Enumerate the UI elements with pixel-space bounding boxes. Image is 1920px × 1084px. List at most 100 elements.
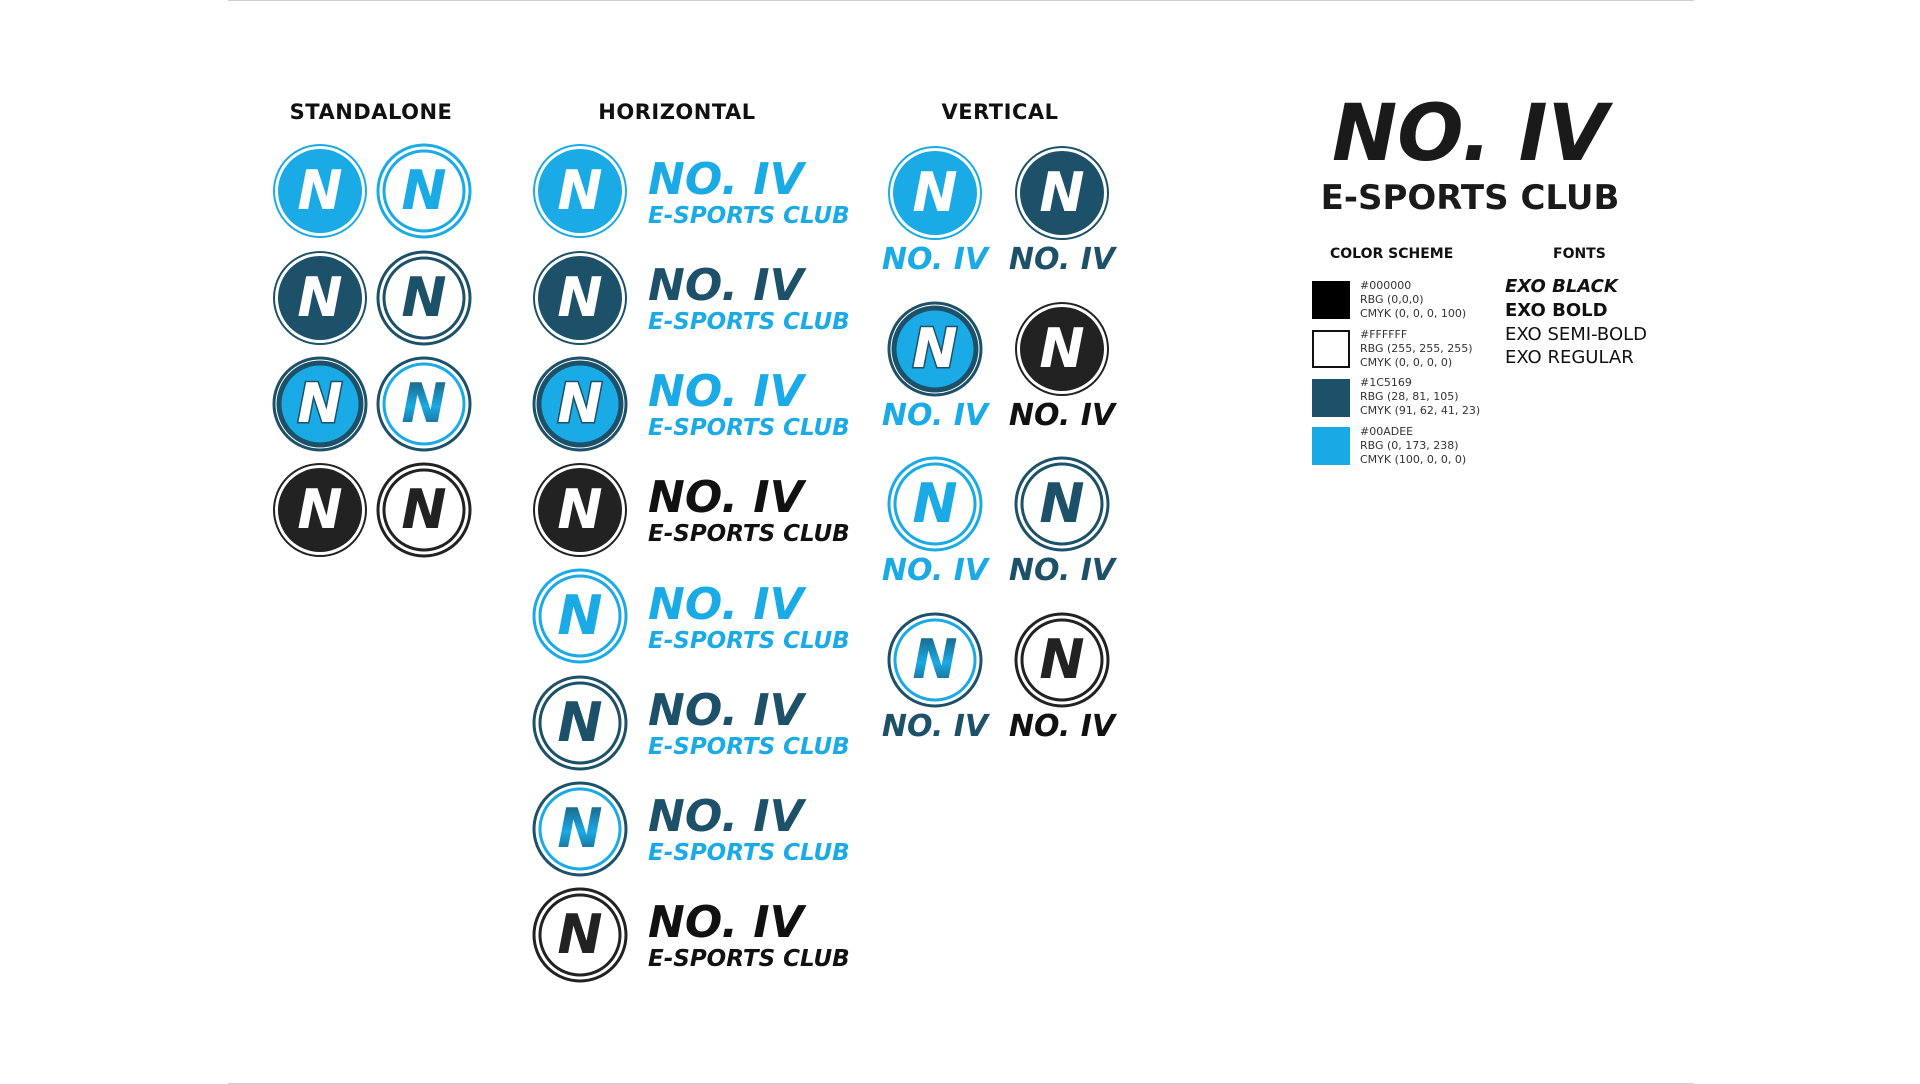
wordmark-line2: E-SPORTS CLUB bbox=[648, 840, 850, 866]
wordmark-cyan: NO. IV E-SPORTS CLUB bbox=[648, 158, 850, 228]
standalone-navy-ring-badge-icon: N bbox=[376, 250, 472, 346]
svg-text:N: N bbox=[557, 372, 602, 435]
svg-text:N: N bbox=[401, 478, 446, 541]
swatch-black-info: #000000 RBG (0,0,0) CMYK (0, 0, 0, 100) bbox=[1360, 279, 1467, 320]
svg-text:N: N bbox=[557, 266, 602, 329]
svg-text:N: N bbox=[557, 478, 602, 541]
vertical-cyan-navy-badge-icon: N bbox=[887, 301, 983, 397]
vertical-label-navy-ring: NO. IV bbox=[1008, 553, 1116, 588]
wordmark-line1: NO. IV bbox=[648, 366, 804, 417]
fonts-heading: FONTS bbox=[1553, 246, 1606, 262]
horizontal-cyan-navy-badge-icon: N bbox=[532, 356, 628, 452]
vertical-gradient-ring-badge-icon: N bbox=[887, 612, 983, 708]
svg-text:N: N bbox=[912, 472, 957, 535]
svg-text:N: N bbox=[557, 797, 602, 860]
wordmark-line1: NO. IV bbox=[648, 579, 804, 630]
wordmark-line2: E-SPORTS CLUB bbox=[648, 415, 850, 441]
svg-text:N: N bbox=[912, 628, 957, 691]
wordmark-line2: E-SPORTS CLUB bbox=[648, 309, 850, 335]
wordmark-line2: E-SPORTS CLUB bbox=[648, 628, 850, 654]
svg-text:N: N bbox=[401, 159, 446, 222]
svg-text:N: N bbox=[912, 161, 957, 224]
svg-text:N: N bbox=[297, 372, 342, 435]
svg-text:N: N bbox=[1039, 317, 1084, 380]
wordmark-navy: NO. IV E-SPORTS CLUB bbox=[648, 264, 850, 334]
vertical-label-cyan-fill: NO. IV bbox=[881, 242, 989, 277]
svg-text:N: N bbox=[1039, 161, 1084, 224]
svg-text:N: N bbox=[557, 159, 602, 222]
swatch-black bbox=[1312, 281, 1350, 319]
wordmark-line2: E-SPORTS CLUB bbox=[648, 521, 850, 547]
standalone-black-ring-badge-icon: N bbox=[376, 462, 472, 558]
swatch-cyan-info: #00ADEE RBG (0, 173, 238) CMYK (100, 0, 0,… bbox=[1360, 425, 1467, 466]
horizontal-cyan-fill-badge-icon: N bbox=[532, 143, 628, 239]
svg-text:N: N bbox=[401, 266, 446, 329]
horizontal-gradient-ring-badge-icon: N bbox=[532, 781, 628, 877]
horizontal-black-ring-badge-icon: N bbox=[532, 887, 628, 983]
vertical-label-cyan-ring: NO. IV bbox=[881, 553, 989, 588]
swatch-navy bbox=[1312, 379, 1350, 417]
color-scheme-heading: COLOR SCHEME bbox=[1330, 246, 1454, 262]
wordmark-line1: NO. IV bbox=[648, 154, 804, 205]
wordmark-line2: E-SPORTS CLUB bbox=[648, 734, 850, 760]
svg-text:N: N bbox=[557, 691, 602, 754]
font-exo-regular: EXO REGULAR bbox=[1505, 347, 1634, 368]
vertical-navy-fill-badge-icon: N bbox=[1014, 145, 1110, 241]
wordmark-cyan-ring: NO. IV E-SPORTS CLUB bbox=[648, 583, 850, 653]
horizontal-cyan-ring-badge-icon: N bbox=[532, 568, 628, 664]
standalone-cyan-fill-badge-icon: N bbox=[272, 143, 368, 239]
font-exo-semibold: EXO SEMI-BOLD bbox=[1505, 324, 1648, 345]
vertical-black-ring-badge-icon: N bbox=[1014, 612, 1110, 708]
top-divider bbox=[228, 0, 1694, 1]
wordmark-line1: NO. IV bbox=[648, 260, 804, 311]
standalone-cyan-navy-badge-icon: N bbox=[272, 356, 368, 452]
wordmark-line1: NO. IV bbox=[648, 472, 804, 523]
standalone-gradient-ring-badge-icon: N bbox=[376, 356, 472, 452]
standalone-black-fill-badge-icon: N bbox=[272, 462, 368, 558]
svg-text:N: N bbox=[912, 317, 957, 380]
vertical-label-gradient-ring: NO. IV bbox=[881, 709, 989, 744]
standalone-cyan-ring-badge-icon: N bbox=[376, 143, 472, 239]
swatch-white-info: #FFFFFF RBG (255, 255, 255) CMYK (0, 0, 0,… bbox=[1360, 328, 1473, 369]
svg-text:N: N bbox=[297, 266, 342, 329]
wordmark-black: NO. IV E-SPORTS CLUB bbox=[648, 476, 850, 546]
wordmark-line1: NO. IV bbox=[648, 897, 804, 948]
horizontal-navy-fill-badge-icon: N bbox=[532, 250, 628, 346]
wordmark-gradient-ring: NO. IV E-SPORTS CLUB bbox=[648, 795, 850, 865]
horizontal-black-fill-badge-icon: N bbox=[532, 462, 628, 558]
wordmark-line2: E-SPORTS CLUB bbox=[648, 946, 850, 972]
vertical-label-cyan-navy: NO. IV bbox=[881, 398, 989, 433]
vertical-cyan-ring-badge-icon: N bbox=[887, 456, 983, 552]
svg-text:N: N bbox=[401, 372, 446, 435]
brand-lockup: NO. IV E-SPORTS CLUB bbox=[1300, 95, 1640, 215]
font-exo-bold: EXO BOLD bbox=[1505, 300, 1608, 321]
vertical-cyan-fill-badge-icon: N bbox=[887, 145, 983, 241]
brand-title: NO. IV bbox=[1331, 89, 1609, 179]
svg-text:N: N bbox=[1039, 472, 1084, 535]
vertical-label-black-fill: NO. IV bbox=[1008, 398, 1116, 433]
wordmark-line1: NO. IV bbox=[648, 791, 804, 842]
section-title-standalone: STANDALONE bbox=[289, 100, 453, 124]
vertical-label-black-ring: NO. IV bbox=[1008, 709, 1116, 744]
swatch-navy-info: #1C5169 RBG (28, 81, 105) CMYK (91, 62, 41… bbox=[1360, 376, 1481, 417]
vertical-navy-ring-badge-icon: N bbox=[1014, 456, 1110, 552]
vertical-black-fill-badge-icon: N bbox=[1014, 301, 1110, 397]
vertical-label-navy-fill: NO. IV bbox=[1008, 242, 1116, 277]
swatch-cyan bbox=[1312, 427, 1350, 465]
svg-text:N: N bbox=[297, 159, 342, 222]
svg-text:N: N bbox=[557, 903, 602, 966]
wordmark-black-ring: NO. IV E-SPORTS CLUB bbox=[648, 901, 850, 971]
brand-subtitle: E-SPORTS CLUB bbox=[1320, 178, 1620, 218]
svg-text:N: N bbox=[297, 478, 342, 541]
horizontal-navy-ring-badge-icon: N bbox=[532, 675, 628, 771]
wordmark-navy-ring: NO. IV E-SPORTS CLUB bbox=[648, 689, 850, 759]
svg-text:N: N bbox=[1039, 628, 1084, 691]
font-exo-black: EXO BLACK bbox=[1505, 276, 1618, 297]
section-title-vertical: VERTICAL bbox=[941, 100, 1059, 124]
wordmark-cyan-navy: NO. IV E-SPORTS CLUB bbox=[648, 370, 850, 440]
wordmark-line2: E-SPORTS CLUB bbox=[648, 203, 850, 229]
swatch-white bbox=[1312, 330, 1350, 368]
standalone-navy-fill-badge-icon: N bbox=[272, 250, 368, 346]
svg-text:N: N bbox=[557, 584, 602, 647]
section-title-horizontal: HORIZONTAL bbox=[598, 100, 756, 124]
